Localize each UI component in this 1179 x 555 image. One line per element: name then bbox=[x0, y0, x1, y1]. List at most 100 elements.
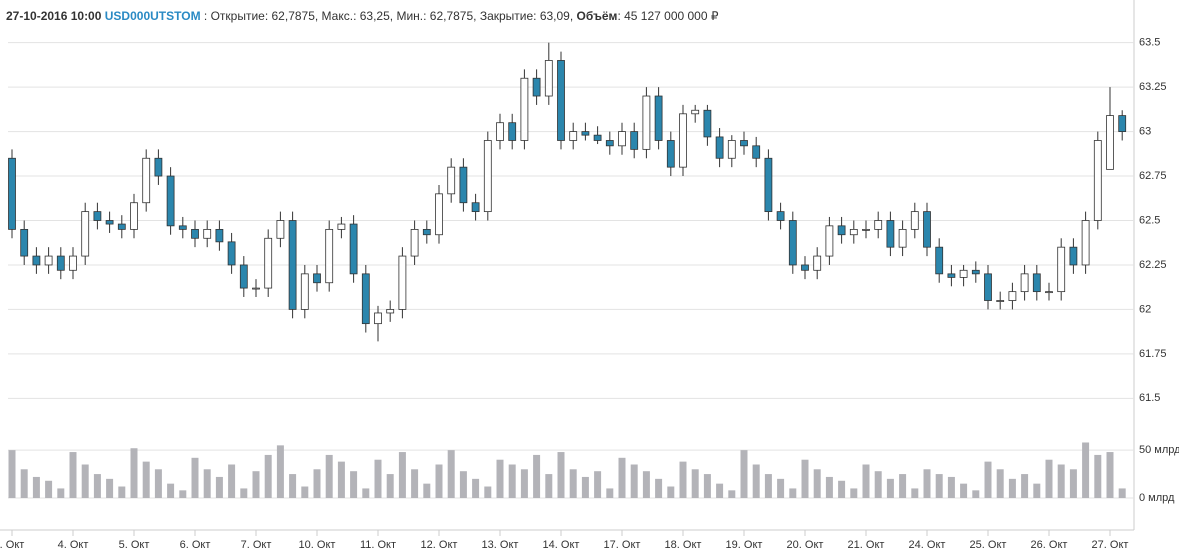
candle-body bbox=[569, 131, 578, 141]
x-tick-label: 17. Окт bbox=[604, 539, 641, 551]
y-tick-label: 61.5 bbox=[1139, 392, 1160, 404]
candle-body bbox=[337, 223, 346, 230]
y-tick-label: 62.75 bbox=[1139, 170, 1167, 182]
candle-body bbox=[508, 122, 517, 141]
x-tick-label: 13. Окт bbox=[482, 539, 519, 551]
candle-body bbox=[593, 134, 602, 141]
candle-body bbox=[764, 157, 773, 213]
candle-body bbox=[532, 77, 541, 97]
candle-body bbox=[300, 273, 309, 310]
volume-bar bbox=[57, 488, 65, 498]
volume-bar bbox=[386, 474, 394, 498]
volume-bar bbox=[301, 486, 309, 498]
volume-bar bbox=[728, 490, 736, 498]
candle-body bbox=[727, 140, 736, 159]
volume-bar bbox=[667, 486, 675, 498]
volume-bar bbox=[423, 483, 431, 498]
volume-bar bbox=[679, 461, 687, 498]
volume-bar bbox=[1094, 454, 1102, 498]
volume-bar bbox=[1106, 452, 1114, 498]
candle-body bbox=[69, 255, 77, 271]
candle-body bbox=[654, 95, 663, 141]
volume-bar bbox=[313, 469, 321, 498]
header: 27-10-2016 10:00 USD000UTSTOM : Открытие… bbox=[6, 9, 719, 23]
volume-bar bbox=[228, 464, 236, 498]
candle-body bbox=[715, 136, 724, 159]
candle-body bbox=[923, 211, 931, 248]
candle-body bbox=[849, 228, 858, 236]
candle-body bbox=[374, 312, 382, 325]
candle-body bbox=[1008, 291, 1017, 301]
candle-body bbox=[703, 109, 712, 138]
volume-bar bbox=[655, 478, 663, 498]
volume-bar bbox=[594, 471, 602, 498]
volume-bar bbox=[899, 474, 907, 498]
y-tick-label: 63.25 bbox=[1139, 81, 1167, 93]
volume-bar bbox=[106, 478, 114, 498]
candle-body bbox=[288, 220, 297, 310]
volume-bar bbox=[862, 464, 870, 498]
x-tick-label: 7. Окт bbox=[241, 539, 272, 551]
candle-body bbox=[740, 140, 748, 147]
candle-body bbox=[398, 255, 407, 310]
candle-body bbox=[252, 287, 260, 290]
volume-bar bbox=[154, 469, 162, 498]
volume-label: Объём bbox=[576, 9, 618, 23]
y-tick-label: 63.5 bbox=[1139, 37, 1160, 49]
y-tick-label: 50 млрд bbox=[1139, 444, 1179, 456]
candle-body bbox=[691, 109, 700, 115]
volume-bar bbox=[972, 490, 980, 498]
candle-body bbox=[44, 255, 53, 266]
volume-bar bbox=[484, 486, 492, 498]
x-tick-label: 12. Окт bbox=[421, 539, 458, 551]
candle-body bbox=[93, 211, 102, 221]
volume-bar bbox=[362, 488, 370, 498]
candle-body bbox=[264, 237, 273, 289]
candle-body bbox=[117, 223, 126, 230]
volume-bar bbox=[838, 480, 846, 498]
candle-body bbox=[1069, 246, 1078, 266]
x-tick-label: 5. Окт bbox=[119, 539, 150, 551]
volume-bar bbox=[118, 486, 126, 498]
volume-bar bbox=[947, 476, 955, 498]
candle-body bbox=[837, 225, 846, 236]
candle-body bbox=[1032, 273, 1041, 293]
candle-body bbox=[1093, 140, 1102, 221]
candle-body bbox=[813, 255, 822, 271]
x-tick-label: 20. Окт bbox=[787, 539, 824, 551]
candle-body bbox=[862, 228, 870, 231]
candle-body bbox=[752, 145, 761, 159]
volume-bar bbox=[1118, 488, 1126, 498]
candle-body bbox=[32, 255, 41, 266]
volume-bar bbox=[1008, 478, 1016, 498]
volume-bar bbox=[1033, 483, 1041, 498]
candle-body bbox=[203, 228, 212, 239]
candle-body bbox=[361, 273, 370, 325]
volume-bar bbox=[179, 490, 187, 498]
volume-bar bbox=[1021, 474, 1029, 498]
volume-bar bbox=[935, 474, 943, 498]
volume-bar bbox=[825, 476, 833, 498]
volume-bar bbox=[1045, 459, 1053, 498]
candle-body bbox=[971, 269, 980, 275]
volume-bar bbox=[8, 450, 16, 498]
volume-bar bbox=[93, 474, 101, 498]
candle-body bbox=[8, 157, 16, 230]
volume-bar bbox=[618, 457, 626, 498]
ticker[interactable]: USD000UTSTOM bbox=[104, 9, 201, 23]
volume-bar bbox=[508, 464, 516, 498]
volume-bar bbox=[289, 474, 297, 498]
candle-body bbox=[422, 228, 431, 236]
candle-body bbox=[325, 228, 334, 284]
volume-bar bbox=[642, 471, 650, 498]
x-tick-label: 21. Окт bbox=[848, 539, 885, 551]
candle-body bbox=[435, 193, 443, 236]
volume-bar bbox=[337, 461, 345, 498]
candle-body bbox=[557, 60, 565, 141]
volume-bar bbox=[1069, 469, 1077, 498]
candle-body bbox=[227, 241, 236, 266]
ohlc: : Открытие: 62,7875, Макс.: 63,25, Мин.:… bbox=[203, 9, 574, 23]
volume-bar bbox=[813, 469, 821, 498]
volume-bar bbox=[45, 480, 53, 498]
